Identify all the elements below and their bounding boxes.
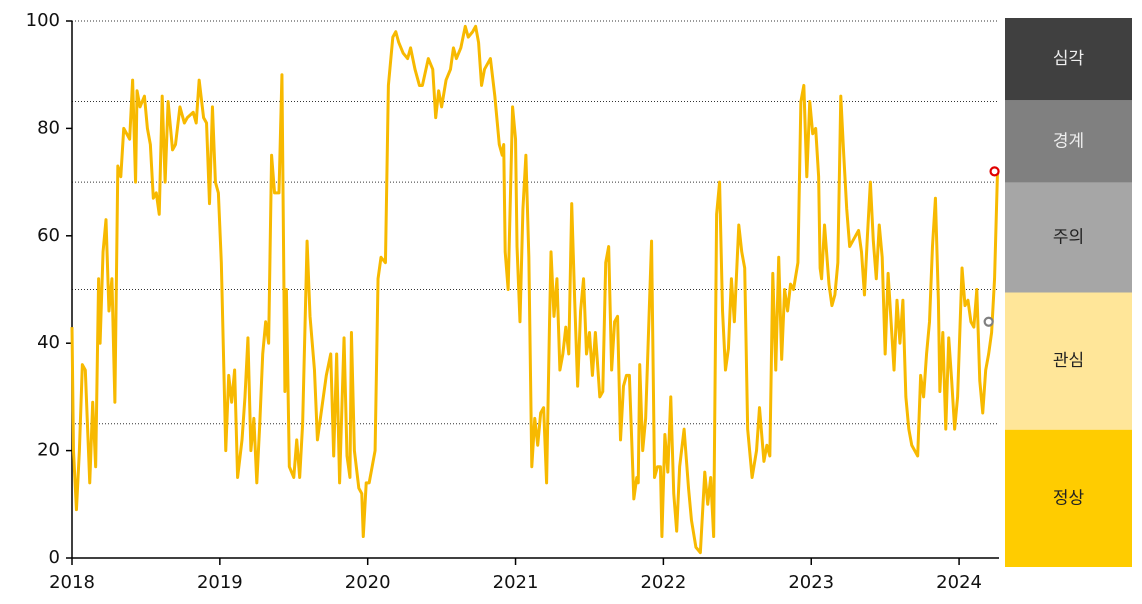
level-band	[1005, 292, 1132, 430]
data-line	[70, 24, 1000, 555]
level-label: 경계	[1053, 132, 1084, 152]
x-tick-label: 2021	[493, 572, 539, 593]
x-tick-label: 2018	[49, 572, 95, 593]
y-tick-label: 60	[37, 225, 60, 246]
level-band	[1005, 429, 1132, 567]
level-label: 주의	[1053, 228, 1084, 248]
x-tick-label: 2022	[640, 572, 686, 593]
level-band	[1005, 182, 1132, 293]
level-label: 심각	[1053, 49, 1085, 69]
x-tick-label: 2020	[345, 572, 391, 593]
x-tick-label: 2019	[197, 572, 243, 593]
y-tick-label: 40	[37, 332, 60, 353]
y-tick-label: 80	[37, 117, 60, 138]
highlight-point	[989, 166, 1000, 177]
level-label: 관심	[1053, 351, 1084, 371]
y-tick-label: 0	[49, 547, 60, 568]
x-tick-label: 2024	[936, 572, 982, 593]
level-label: 정상	[1053, 488, 1085, 508]
level-band	[1005, 100, 1132, 183]
level-band	[1005, 18, 1132, 101]
x-tick-label: 2023	[788, 572, 834, 593]
y-tick-label: 100	[26, 10, 60, 31]
y-tick-label: 20	[37, 440, 60, 461]
highlight-point	[983, 316, 994, 327]
